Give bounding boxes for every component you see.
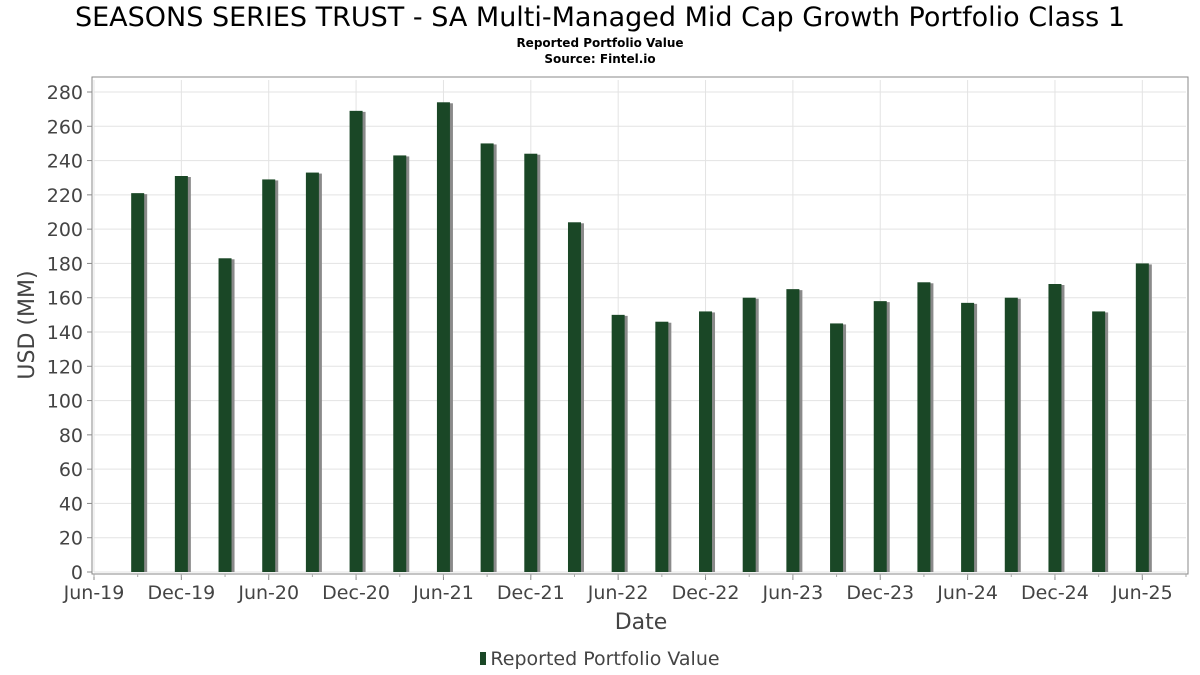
bar [961,302,975,572]
bar [524,153,538,572]
x-tick-label: Jun-20 [237,582,299,604]
y-tick-label: 200 [47,219,83,241]
x-axis: Jun-19 Dec-19 Jun-20 Dec-20 Jun-21 Dec-21 Jun-… [63,574,1187,604]
y-tick-label: 60 [59,459,83,481]
bar [786,289,800,572]
chart-source: Source: Fintel.io [544,52,656,66]
bar [480,143,494,572]
y-tick-label: 40 [59,493,83,515]
y-tick-label: 260 [47,116,83,138]
bar [655,321,669,572]
x-tick-label: Jun-21 [412,582,474,604]
bar [1092,311,1106,572]
y-tick-label: 240 [47,151,83,173]
bar [742,297,756,572]
x-tick-label: Jun-22 [587,582,649,604]
bar [611,314,625,572]
bar [131,193,145,572]
bar [830,323,844,572]
y-tick-label: 80 [59,425,83,447]
y-tick-label: 180 [47,253,83,275]
bar [917,282,931,572]
bar [218,258,232,572]
legend-label: Reported Portfolio Value [490,648,720,670]
bar [567,222,581,573]
bar [1135,263,1149,572]
y-tick-label: 280 [47,82,83,104]
bar [873,301,887,572]
x-tick-label: Jun-25 [1111,582,1173,604]
x-tick-label: Jun-19 [63,582,125,604]
bar [174,176,188,572]
y-tick-label: 20 [59,528,83,550]
y-axis-label: USD (MM) [15,270,40,379]
legend-swatch [480,652,487,665]
y-tick-label: 160 [47,288,83,310]
x-tick-label: Dec-24 [1021,582,1089,604]
y-tick-label: 220 [47,185,83,207]
plot-frame [91,76,1189,575]
bar [349,110,363,572]
y-axis: 0 20 40 60 80 100 120 140 160 180 200 220 240 260 280 [47,82,92,584]
y-tick-label: 120 [47,356,83,378]
chart-subtitle: Reported Portfolio Value [516,36,684,50]
chart-title: SEASONS SERIES TRUST - SA Multi-Managed … [74,2,1126,33]
y-tick-label: 140 [47,322,83,344]
x-tick-label: Dec-23 [846,582,914,604]
bars [131,102,1152,573]
bar [393,155,407,572]
x-tick-label: Jun-23 [762,582,824,604]
y-tick-label: 0 [71,562,83,584]
bar [436,102,450,573]
y-tick-label: 100 [47,391,83,413]
x-tick-label: Jun-24 [936,582,998,604]
bar [1004,297,1018,572]
x-tick-label: Dec-22 [672,582,740,604]
x-tick-label: Dec-21 [497,582,565,604]
bar [262,179,276,572]
grid-lines [93,80,1186,573]
x-tick-label: Dec-20 [322,582,390,604]
bar [1048,284,1062,572]
bar [305,172,319,573]
legend: Reported Portfolio Value [0,648,1200,670]
bar [699,311,713,572]
x-axis-label: Date [615,610,668,635]
x-tick-label: Dec-19 [147,582,215,604]
